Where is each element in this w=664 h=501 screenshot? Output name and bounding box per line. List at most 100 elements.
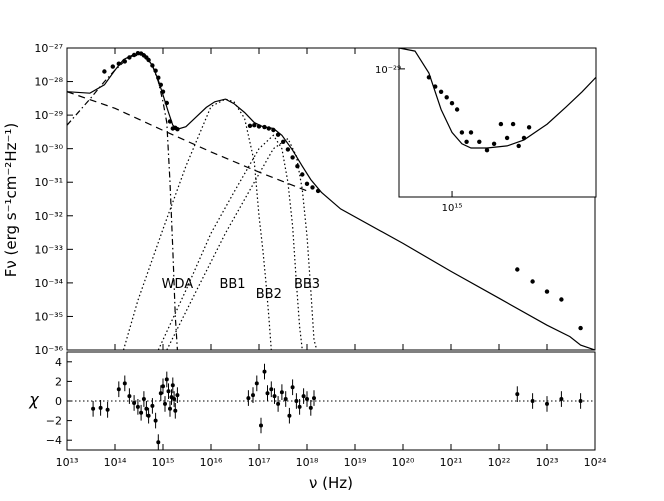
sed-y-axis-label: Fν (erg s⁻¹cm⁻²Hz⁻¹) [2,123,20,278]
inset-point [498,121,504,127]
residual-point [276,401,281,406]
residual-point [168,406,172,411]
residual-point [166,389,171,394]
residual-point [559,397,564,401]
sed-point [262,124,267,130]
sed-point [135,51,141,56]
residual-point [254,381,259,386]
inset-point [444,95,449,100]
inset-point [491,141,497,146]
residual-point [153,418,158,423]
inset-point [426,75,432,80]
sed-point [158,82,163,88]
residual-y-tick-label: −2 [46,415,62,428]
sed-y-tick-label: 10⁻²⁷ [34,42,63,55]
inset-point [459,130,465,135]
residual-point [246,396,251,401]
residual-point [98,405,103,410]
residual-point [287,413,292,418]
inset-data-points [426,75,532,153]
component-label: BB1 [219,277,245,292]
residual-panel-frame [66,351,596,451]
inset-model-line [399,48,596,149]
sed-point [110,64,116,69]
sed-point [515,267,520,272]
residual-point [141,397,146,401]
sed-point [271,127,276,133]
sed-y-tick-label: 10⁻³⁴ [34,277,63,290]
residual-point [158,391,163,396]
x-tick-label: 10¹⁴ [104,456,127,469]
inset-point [526,125,532,130]
residual-point [290,385,295,390]
residual-point [283,397,288,401]
residual-y-axis-ticks: 4 2 0 −2 −4 [46,356,72,447]
sed-point [544,289,550,294]
sed-dotted-curve [166,137,318,350]
x-tick-label: 10²² [488,456,511,469]
x-tick-label: 10¹⁷ [248,456,271,469]
residual-point [163,401,167,406]
residual-point [297,404,302,409]
sed-dotted-curve [122,98,272,350]
sed-y-tick-label: 10⁻³⁶ [34,344,63,357]
residual-data-points [91,363,583,450]
inset-point [454,107,460,112]
sed-point [310,185,315,190]
residual-point [91,406,96,411]
sed-point [256,124,262,129]
residual-point [132,401,137,405]
inset-point [516,143,521,149]
sed-panel: 10⁻²⁷ 10⁻²⁸ 10⁻²⁹ 10⁻³⁰ 10⁻³¹ 10⁻³² 10⁻³³ 10⁻³⁴… [2,42,596,357]
inset-point [468,130,474,135]
sed-point [167,119,173,124]
residual-point [172,397,177,401]
x-tick-label: 10²⁴ [584,456,607,469]
residual-point [164,377,169,382]
residual-point [161,384,165,389]
sed-y-tick-label: 10⁻³⁵ [34,310,63,323]
x-tick-label: 10²³ [536,456,559,469]
residual-point [269,387,274,392]
residual-point [530,399,535,403]
residual-point [150,403,155,408]
residual-point [578,399,583,403]
residual-point [170,383,175,388]
residual-point [265,391,270,396]
sed-point [300,172,305,177]
residual-point [515,392,520,397]
residual-y-tick-label: 0 [55,395,62,408]
sed-dashdot-curve [67,53,178,350]
residual-point [116,387,121,392]
inset-background [399,48,596,197]
inset-point [449,101,455,106]
residual-point [156,440,161,445]
residual-point [294,399,299,403]
component-labels: WDA BB1 BB2 BB3 [162,277,320,302]
inset-y-tick-label: 10⁻²⁹ [375,65,401,76]
sed-point [266,126,271,131]
sed-panel-frame [66,47,596,351]
inset-x-tick-label: 10¹⁵ [442,203,463,214]
sed-y-tick-label: 10⁻³³ [34,243,63,256]
residual-y-tick-label: 4 [55,356,62,369]
residual-point [127,394,132,399]
residual-point [279,390,284,395]
sed-point [146,57,151,63]
x-tick-label: 10¹⁵ [152,456,175,469]
sed-point [102,69,107,74]
sed-point [559,297,564,302]
x-axis-ticks: 10¹³ 10¹⁴ 10¹⁵ 10¹⁶ 10¹⁷ 10¹⁸ 10¹⁹ 10²⁰ 10²¹ 10²²… [56,444,607,469]
residual-point [312,396,316,401]
inset-model-curve [399,48,596,149]
inset-frame [398,47,597,198]
sed-dotted-curve [157,134,303,350]
sed-y-tick-label: 10⁻³¹ [34,176,63,189]
sed-y-tick-label: 10⁻³⁰ [34,143,63,156]
x-tick-label: 10¹⁸ [296,456,319,469]
residual-point [146,413,151,418]
x-tick-label: 10¹⁶ [200,456,223,469]
sed-point [530,279,535,284]
sed-point [290,155,295,160]
